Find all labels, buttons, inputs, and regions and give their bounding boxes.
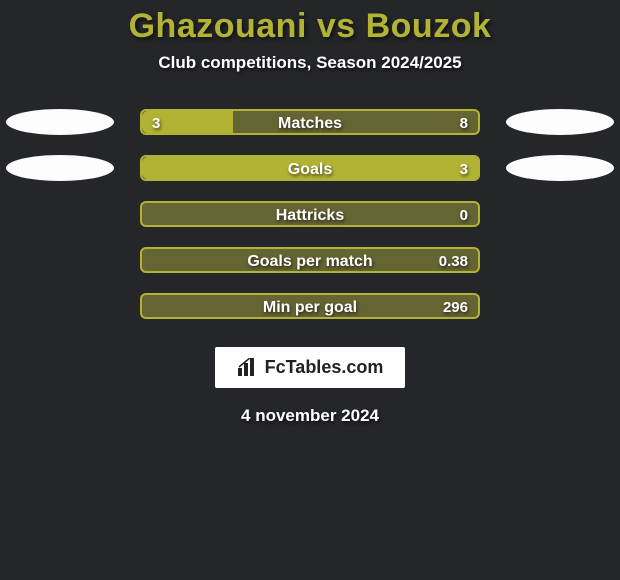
- stat-right-value: 8: [460, 111, 468, 135]
- player-left-badge: [6, 155, 114, 181]
- logo-wrap: FcTables.com: [0, 347, 620, 388]
- stat-label: Goals per match: [142, 249, 478, 273]
- stat-right-value: 296: [443, 295, 468, 319]
- stat-right-value: 3: [460, 157, 468, 181]
- infographic-date: 4 november 2024: [0, 406, 620, 426]
- bar-chart-icon: [237, 358, 257, 376]
- stat-label: Min per goal: [142, 295, 478, 319]
- stat-bar: Goals3: [140, 155, 480, 181]
- stat-right-value: 0: [460, 203, 468, 227]
- stat-left-value: 3: [152, 111, 160, 135]
- player-right-badge: [506, 109, 614, 135]
- stat-row: 3Matches8: [0, 107, 620, 153]
- stat-row: Hattricks0: [0, 199, 620, 245]
- stat-row: Goals3: [0, 153, 620, 199]
- stat-bar: Min per goal296: [140, 293, 480, 319]
- player-left-badge: [6, 109, 114, 135]
- stat-row: Goals per match0.38: [0, 245, 620, 291]
- stat-row: Min per goal296: [0, 291, 620, 337]
- player-right-badge: [506, 155, 614, 181]
- stat-rows: 3Matches8 Goals3 Hattricks0 Goals per match…: [0, 107, 620, 337]
- stat-bar-fill: [142, 157, 478, 179]
- stat-bar: Goals per match0.38: [140, 247, 480, 273]
- page-title: Ghazouani vs Bouzok: [0, 4, 620, 53]
- stat-bar: Hattricks0: [140, 201, 480, 227]
- fctables-logo-link[interactable]: FcTables.com: [215, 347, 406, 388]
- page-subtitle: Club competitions, Season 2024/2025: [0, 53, 620, 73]
- stat-bar: 3Matches8: [140, 109, 480, 135]
- logo-text: FcTables.com: [265, 357, 384, 378]
- stat-right-value: 0.38: [439, 249, 468, 273]
- comparison-infographic: Ghazouani vs Bouzok Club competitions, S…: [0, 0, 620, 426]
- stat-label: Hattricks: [142, 203, 478, 227]
